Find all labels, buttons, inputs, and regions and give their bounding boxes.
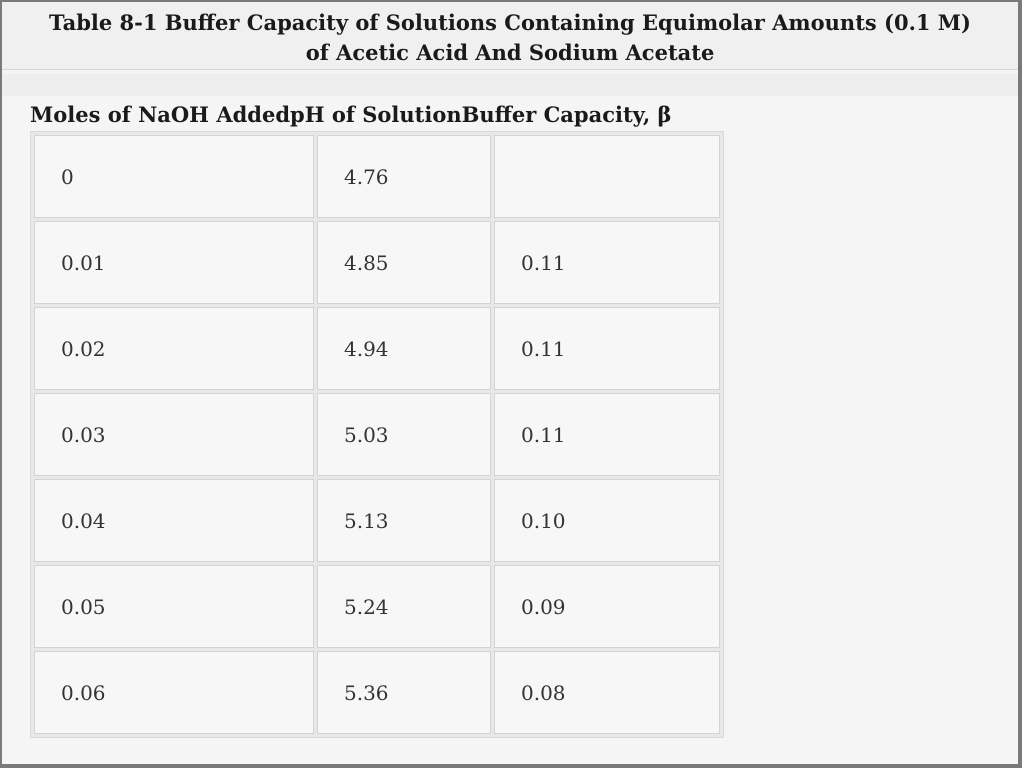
cell-moles: 0.03: [34, 393, 314, 476]
cell-beta: 0.09: [494, 565, 720, 648]
header-buffer-capacity: Buffer Capacity, β: [461, 102, 672, 127]
cell-moles: 0: [34, 135, 314, 218]
cell-ph: 5.13: [317, 479, 491, 562]
cell-ph: 4.85: [317, 221, 491, 304]
table-row: 0.04 5.13 0.10: [34, 479, 720, 562]
cell-moles: 0.02: [34, 307, 314, 390]
cell-ph: 4.76: [317, 135, 491, 218]
cell-moles: 0.05: [34, 565, 314, 648]
cell-ph: 5.24: [317, 565, 491, 648]
buffer-capacity-table: 0 4.76 0.01 4.85 0.11 0.02 4.94 0.11 0.0…: [30, 131, 724, 738]
table-row: 0 4.76: [34, 135, 720, 218]
cell-ph: 5.36: [317, 651, 491, 734]
header-ph: pH of Solution: [290, 102, 462, 127]
cell-ph: 5.03: [317, 393, 491, 476]
table-row: 0.06 5.36 0.08: [34, 651, 720, 734]
cell-beta: 0.08: [494, 651, 720, 734]
table-header-row: Moles of NaOH AddedpH of SolutionBuffer …: [30, 102, 671, 127]
cell-moles: 0.01: [34, 221, 314, 304]
table-caption: Table 8-1 Buffer Capacity of Solutions C…: [2, 2, 1018, 70]
table-container: Moles of NaOH AddedpH of SolutionBuffer …: [2, 96, 1018, 764]
cell-beta: 0.11: [494, 221, 720, 304]
table-row: 0.02 4.94 0.11: [34, 307, 720, 390]
table-row: 0.05 5.24 0.09: [34, 565, 720, 648]
header-moles-naoh: Moles of NaOH Added: [30, 102, 291, 127]
cell-beta: 0.11: [494, 307, 720, 390]
cell-ph: 4.94: [317, 307, 491, 390]
table-row: 0.01 4.85 0.11: [34, 221, 720, 304]
cell-moles: 0.06: [34, 651, 314, 734]
cell-moles: 0.04: [34, 479, 314, 562]
cell-beta: 0.11: [494, 393, 720, 476]
table-row: 0.03 5.03 0.11: [34, 393, 720, 476]
caption-divider: [2, 74, 1018, 97]
caption-line-2: of Acetic Acid And Sodium Acetate: [305, 40, 715, 65]
caption-line-1: Table 8-1 Buffer Capacity of Solutions C…: [48, 10, 971, 35]
cell-beta: 0.10: [494, 479, 720, 562]
cell-beta: [494, 135, 720, 218]
